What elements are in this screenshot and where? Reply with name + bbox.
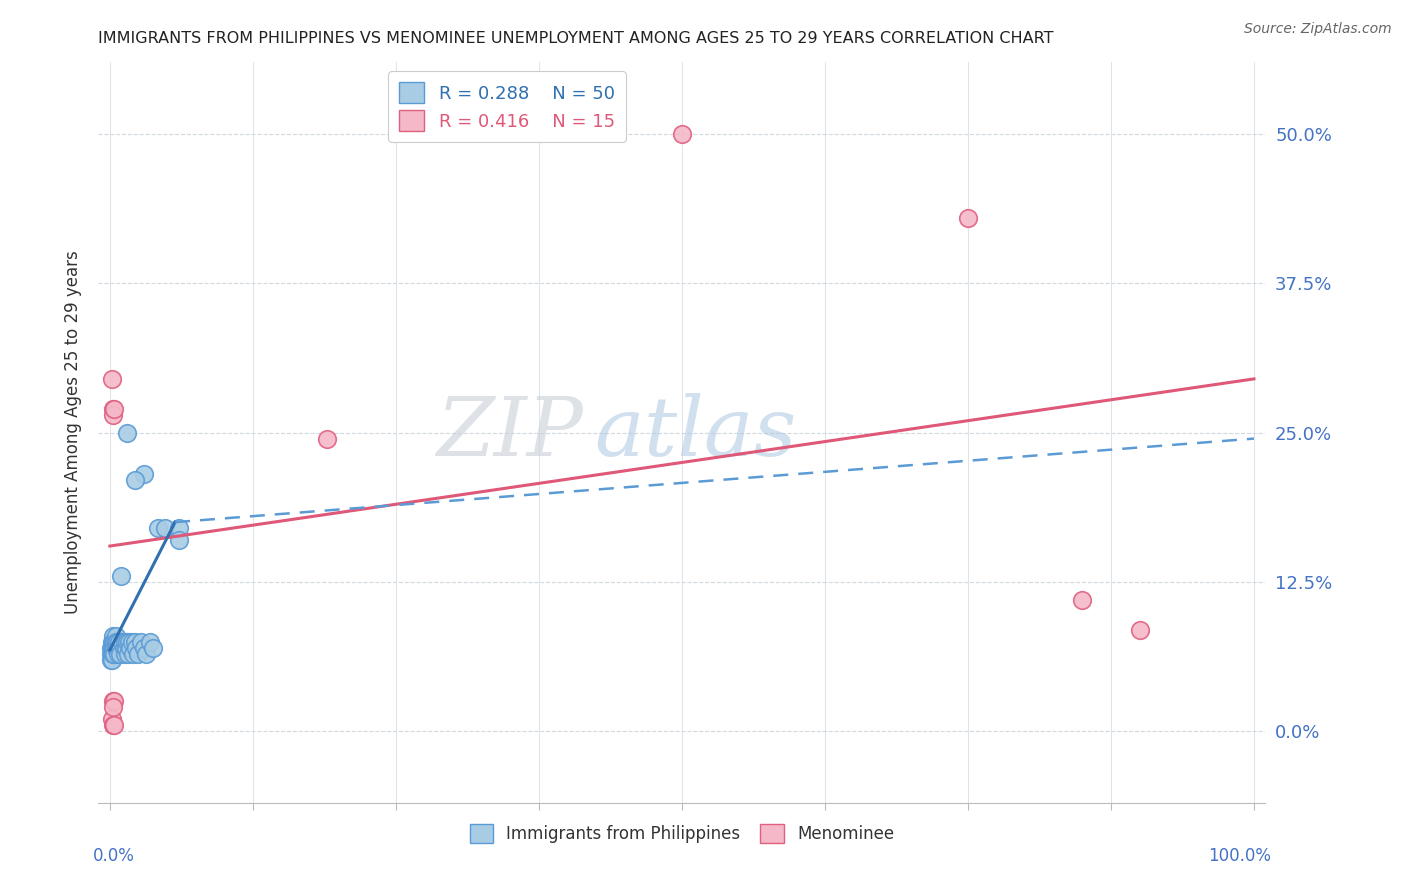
Point bbox=[103, 718, 125, 732]
Point bbox=[134, 467, 156, 482]
Point bbox=[100, 640, 122, 655]
Point bbox=[103, 700, 125, 714]
Point bbox=[153, 521, 176, 535]
Point bbox=[108, 640, 131, 655]
Point bbox=[121, 634, 143, 648]
Point bbox=[124, 474, 146, 488]
Point bbox=[167, 533, 190, 547]
Point bbox=[104, 640, 127, 655]
Point bbox=[107, 647, 129, 661]
Point bbox=[129, 634, 152, 648]
Point bbox=[121, 647, 143, 661]
Point bbox=[103, 694, 125, 708]
Point bbox=[105, 634, 128, 648]
Text: 100.0%: 100.0% bbox=[1208, 847, 1271, 865]
Point bbox=[100, 652, 122, 666]
Y-axis label: Unemployment Among Ages 25 to 29 years: Unemployment Among Ages 25 to 29 years bbox=[63, 251, 82, 615]
Point bbox=[114, 647, 136, 661]
Point bbox=[100, 647, 122, 661]
Point bbox=[103, 640, 125, 655]
Point bbox=[167, 521, 190, 535]
Point bbox=[101, 712, 124, 726]
Point bbox=[103, 401, 125, 416]
Point bbox=[105, 640, 128, 655]
Text: Source: ZipAtlas.com: Source: ZipAtlas.com bbox=[1244, 22, 1392, 37]
Point bbox=[115, 425, 138, 440]
Point bbox=[103, 401, 125, 416]
Point bbox=[115, 634, 138, 648]
Point bbox=[316, 432, 339, 446]
Point bbox=[101, 647, 124, 661]
Point bbox=[115, 640, 138, 655]
Text: 0.0%: 0.0% bbox=[93, 847, 135, 865]
Point bbox=[139, 634, 162, 648]
Point bbox=[103, 647, 125, 661]
Point bbox=[101, 634, 124, 648]
Point bbox=[117, 647, 139, 661]
Point bbox=[103, 694, 125, 708]
Point bbox=[101, 372, 124, 386]
Point bbox=[103, 640, 125, 655]
Point bbox=[142, 640, 165, 655]
Point bbox=[124, 634, 146, 648]
Point bbox=[125, 640, 148, 655]
Text: ZIP: ZIP bbox=[436, 392, 582, 473]
Legend: Immigrants from Philippines, Menominee: Immigrants from Philippines, Menominee bbox=[463, 817, 901, 850]
Point bbox=[956, 211, 979, 225]
Point bbox=[103, 408, 125, 422]
Point bbox=[103, 718, 125, 732]
Point bbox=[146, 521, 169, 535]
Point bbox=[127, 647, 149, 661]
Point bbox=[104, 634, 127, 648]
Point bbox=[101, 652, 124, 666]
Point bbox=[103, 634, 125, 648]
Point bbox=[135, 647, 157, 661]
Point bbox=[1128, 623, 1150, 637]
Point bbox=[103, 647, 125, 661]
Point bbox=[120, 640, 142, 655]
Text: atlas: atlas bbox=[595, 392, 797, 473]
Point bbox=[104, 629, 127, 643]
Text: IMMIGRANTS FROM PHILIPPINES VS MENOMINEE UNEMPLOYMENT AMONG AGES 25 TO 29 YEARS : IMMIGRANTS FROM PHILIPPINES VS MENOMINEE… bbox=[98, 31, 1054, 46]
Point bbox=[671, 127, 693, 141]
Point bbox=[108, 647, 131, 661]
Point bbox=[118, 634, 141, 648]
Point bbox=[103, 629, 125, 643]
Point bbox=[114, 634, 136, 648]
Point bbox=[108, 634, 131, 648]
Point bbox=[112, 640, 135, 655]
Point bbox=[101, 640, 124, 655]
Point bbox=[110, 569, 132, 583]
Point bbox=[134, 640, 156, 655]
Point bbox=[111, 634, 134, 648]
Point bbox=[1071, 592, 1094, 607]
Point bbox=[103, 634, 125, 648]
